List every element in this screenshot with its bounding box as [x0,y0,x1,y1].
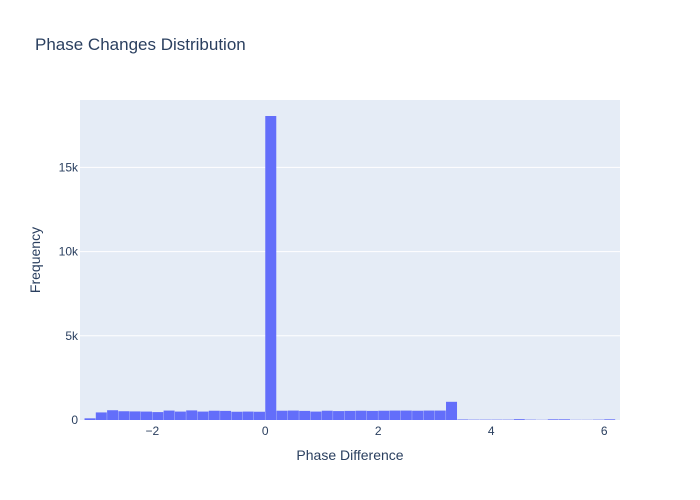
x-tick-label: 6 [601,424,608,438]
histogram-bar [287,410,299,420]
histogram-bar [423,410,435,420]
histogram-bar [129,411,141,420]
histogram-bar [400,410,412,420]
histogram-bar [253,411,265,420]
histogram-bar [163,410,175,420]
histogram-bar [457,419,469,420]
histogram-bar [107,410,119,420]
x-axis-ticks: −2 0 2 4 6 [145,424,607,438]
histogram-bar [84,418,96,420]
histogram-bar [197,411,209,420]
histogram-bar [434,410,446,420]
y-tick-label: 5k [65,329,79,343]
histogram-bar [513,419,525,420]
y-axis-title: Frequency [27,227,43,293]
plot-area [80,100,620,420]
histogram-bar [141,411,153,420]
histogram-bar [152,412,164,420]
histogram-bar [220,410,232,420]
y-tick-label: 0 [71,413,78,427]
histogram-bar [333,411,345,420]
y-gridlines [80,166,620,337]
histogram-bars [84,116,616,420]
histogram-bar [208,410,220,420]
histogram-bar [558,419,570,420]
histogram-bar [276,410,288,420]
histogram-bar [446,401,458,420]
histogram-bar [231,411,243,420]
x-tick-label: −2 [145,424,159,438]
y-axis-ticks: 0 5k 10k 15k [59,160,79,427]
histogram-bar [604,419,616,420]
histogram-bar [242,411,254,420]
histogram-bar [118,411,130,420]
histogram-bar [186,410,198,420]
histogram-bar [310,411,322,420]
histogram-bar [412,410,424,420]
histogram-bar [355,410,367,420]
histogram-bar [378,410,390,420]
x-tick-label: 0 [262,424,269,438]
histogram-bar [299,410,311,420]
y-tick-label: 15k [59,160,79,174]
x-tick-label: 2 [375,424,382,438]
y-tick-label: 10k [59,245,79,259]
histogram-bar [547,419,559,420]
histogram-bar [321,410,333,420]
histogram-bar [95,412,107,420]
histogram-bar [344,410,356,420]
x-axis-title: Phase Difference [296,447,403,463]
histogram-bar [265,116,277,420]
histogram-bar [389,410,401,420]
chart-title: Phase Changes Distribution [35,35,246,54]
histogram-bar [366,410,378,420]
x-tick-label: 4 [488,424,495,438]
histogram-bar [174,411,186,420]
